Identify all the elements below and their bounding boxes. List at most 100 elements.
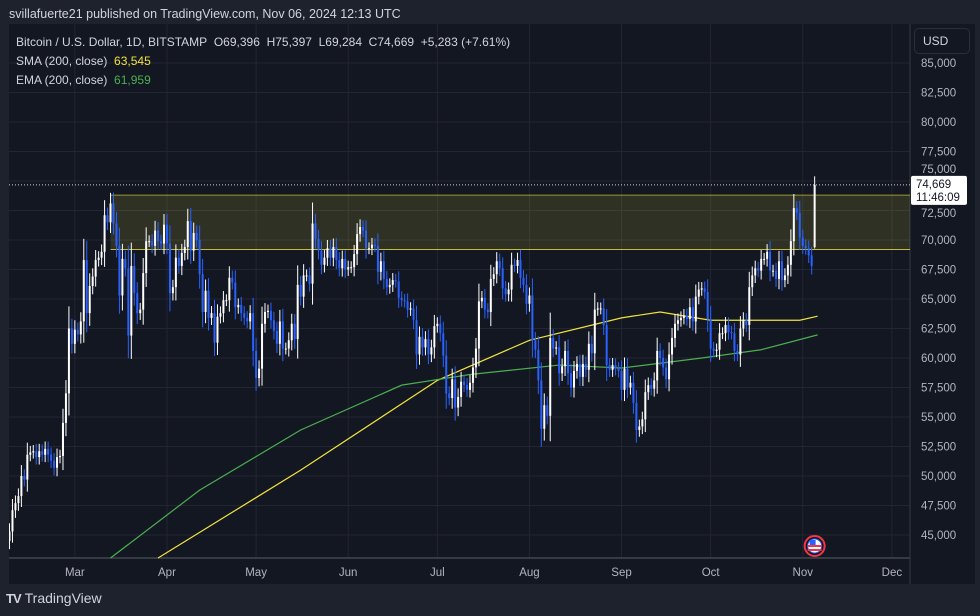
candle-down [798,212,801,238]
price-tick-label: 60,000 [921,353,956,365]
candle-up [103,215,106,252]
candle-up [359,227,362,235]
candle-up [228,277,231,301]
candle-down [213,313,216,343]
footer-brand[interactable]: TradingView [24,590,102,606]
candle-up [264,311,267,324]
candle-down [115,223,118,246]
tradingview-logo-icon: TV [6,590,22,606]
candle-down [400,297,403,301]
price-tick-label: 65,000 [921,294,956,306]
candle-up [79,321,82,335]
price-tick-label: 80,000 [921,117,956,129]
candle-down [519,260,522,278]
candle-down [189,221,192,251]
candle-up [495,261,498,275]
candle-up [183,247,186,253]
candle-down [807,248,810,256]
candle-up [549,337,552,416]
candle-down [376,245,379,272]
time-tick-label: Mar [65,567,85,579]
candle-up [644,392,647,420]
candle-up [564,350,567,367]
candle-down [243,313,246,318]
chart-area[interactable]: 85,000 82,500 80,000 77,500 75,000 72,500 70,0… [9,24,975,584]
candle-down [650,385,653,389]
candle-up [302,275,305,297]
candle-up [471,367,474,383]
us-flag-canton-icon [809,540,816,545]
candle-down [23,476,26,480]
candle-up [751,275,754,288]
price-tick-label: 85,000 [921,58,956,70]
candle-down [727,324,730,333]
candle-down [157,230,160,242]
symbol-name[interactable]: Bitcoin / U.S. Dollar, 1D, BITSTAMP [16,35,208,49]
candle-down [299,284,302,297]
candle-down [344,258,347,270]
candle-down [531,295,534,341]
candle-down [620,370,623,390]
ohlc-close: C74,669 [368,35,415,49]
candle-up [593,309,596,354]
candle-down [373,244,376,246]
candle-up [29,452,32,455]
candle-up [668,354,671,380]
candle-up [766,251,769,259]
candle-down [41,451,44,455]
candle-up [379,261,382,272]
candle-up [91,276,94,287]
candle-down [165,224,168,244]
candle-down [112,203,115,224]
candle-down [635,402,638,430]
candle-up [555,347,558,349]
candle-up [772,270,775,272]
candle-up [148,241,151,243]
candle-down [252,313,255,351]
candle-up [671,337,674,355]
candle-up [748,287,751,325]
candle-up [674,323,677,338]
ohlc-low: L69,284 [318,35,362,49]
sma-row[interactable]: SMA (200, close) 63,545 [16,52,510,71]
ema-value: 61,959 [114,73,151,87]
candle-up [20,476,23,497]
candle-down [584,363,587,370]
candle-up [813,184,816,248]
last-price-badge [911,175,967,205]
candle-up [388,284,391,288]
candle-up [287,340,290,349]
candle-up [64,393,67,423]
price-tick-label: 77,500 [921,147,956,159]
price-chart[interactable]: 85,000 82,500 80,000 77,500 75,000 72,500 70,0… [9,24,975,584]
candle-up [56,457,59,468]
candle-up [783,275,786,281]
price-tick-label: 52,500 [921,442,956,454]
candle-up [742,320,745,329]
economic-event-ring-icon[interactable] [803,535,826,557]
candle-up [629,382,632,388]
price-tick-label: 75,000 [921,164,956,176]
candle-up [186,221,189,248]
ema-row[interactable]: EMA (200, close) 61,959 [16,71,510,90]
candle-up [480,297,483,302]
candle-up [326,248,329,258]
candle-down [804,245,807,249]
candle-up [543,405,546,429]
candle-up [261,323,264,369]
candle-down [406,301,409,310]
candle-up [17,496,20,504]
candle-up [350,267,353,269]
candle-down [730,332,733,334]
candle-down [415,320,418,355]
candle-up [724,324,727,334]
candle-down [127,268,130,336]
candle-down [133,265,136,294]
candle-up [638,426,641,430]
currency-button[interactable]: USD [914,28,970,54]
candle-down [427,339,430,355]
candle-up [763,258,766,260]
candle-down [281,321,284,349]
candle-down [412,308,415,321]
candle-up [647,385,650,393]
